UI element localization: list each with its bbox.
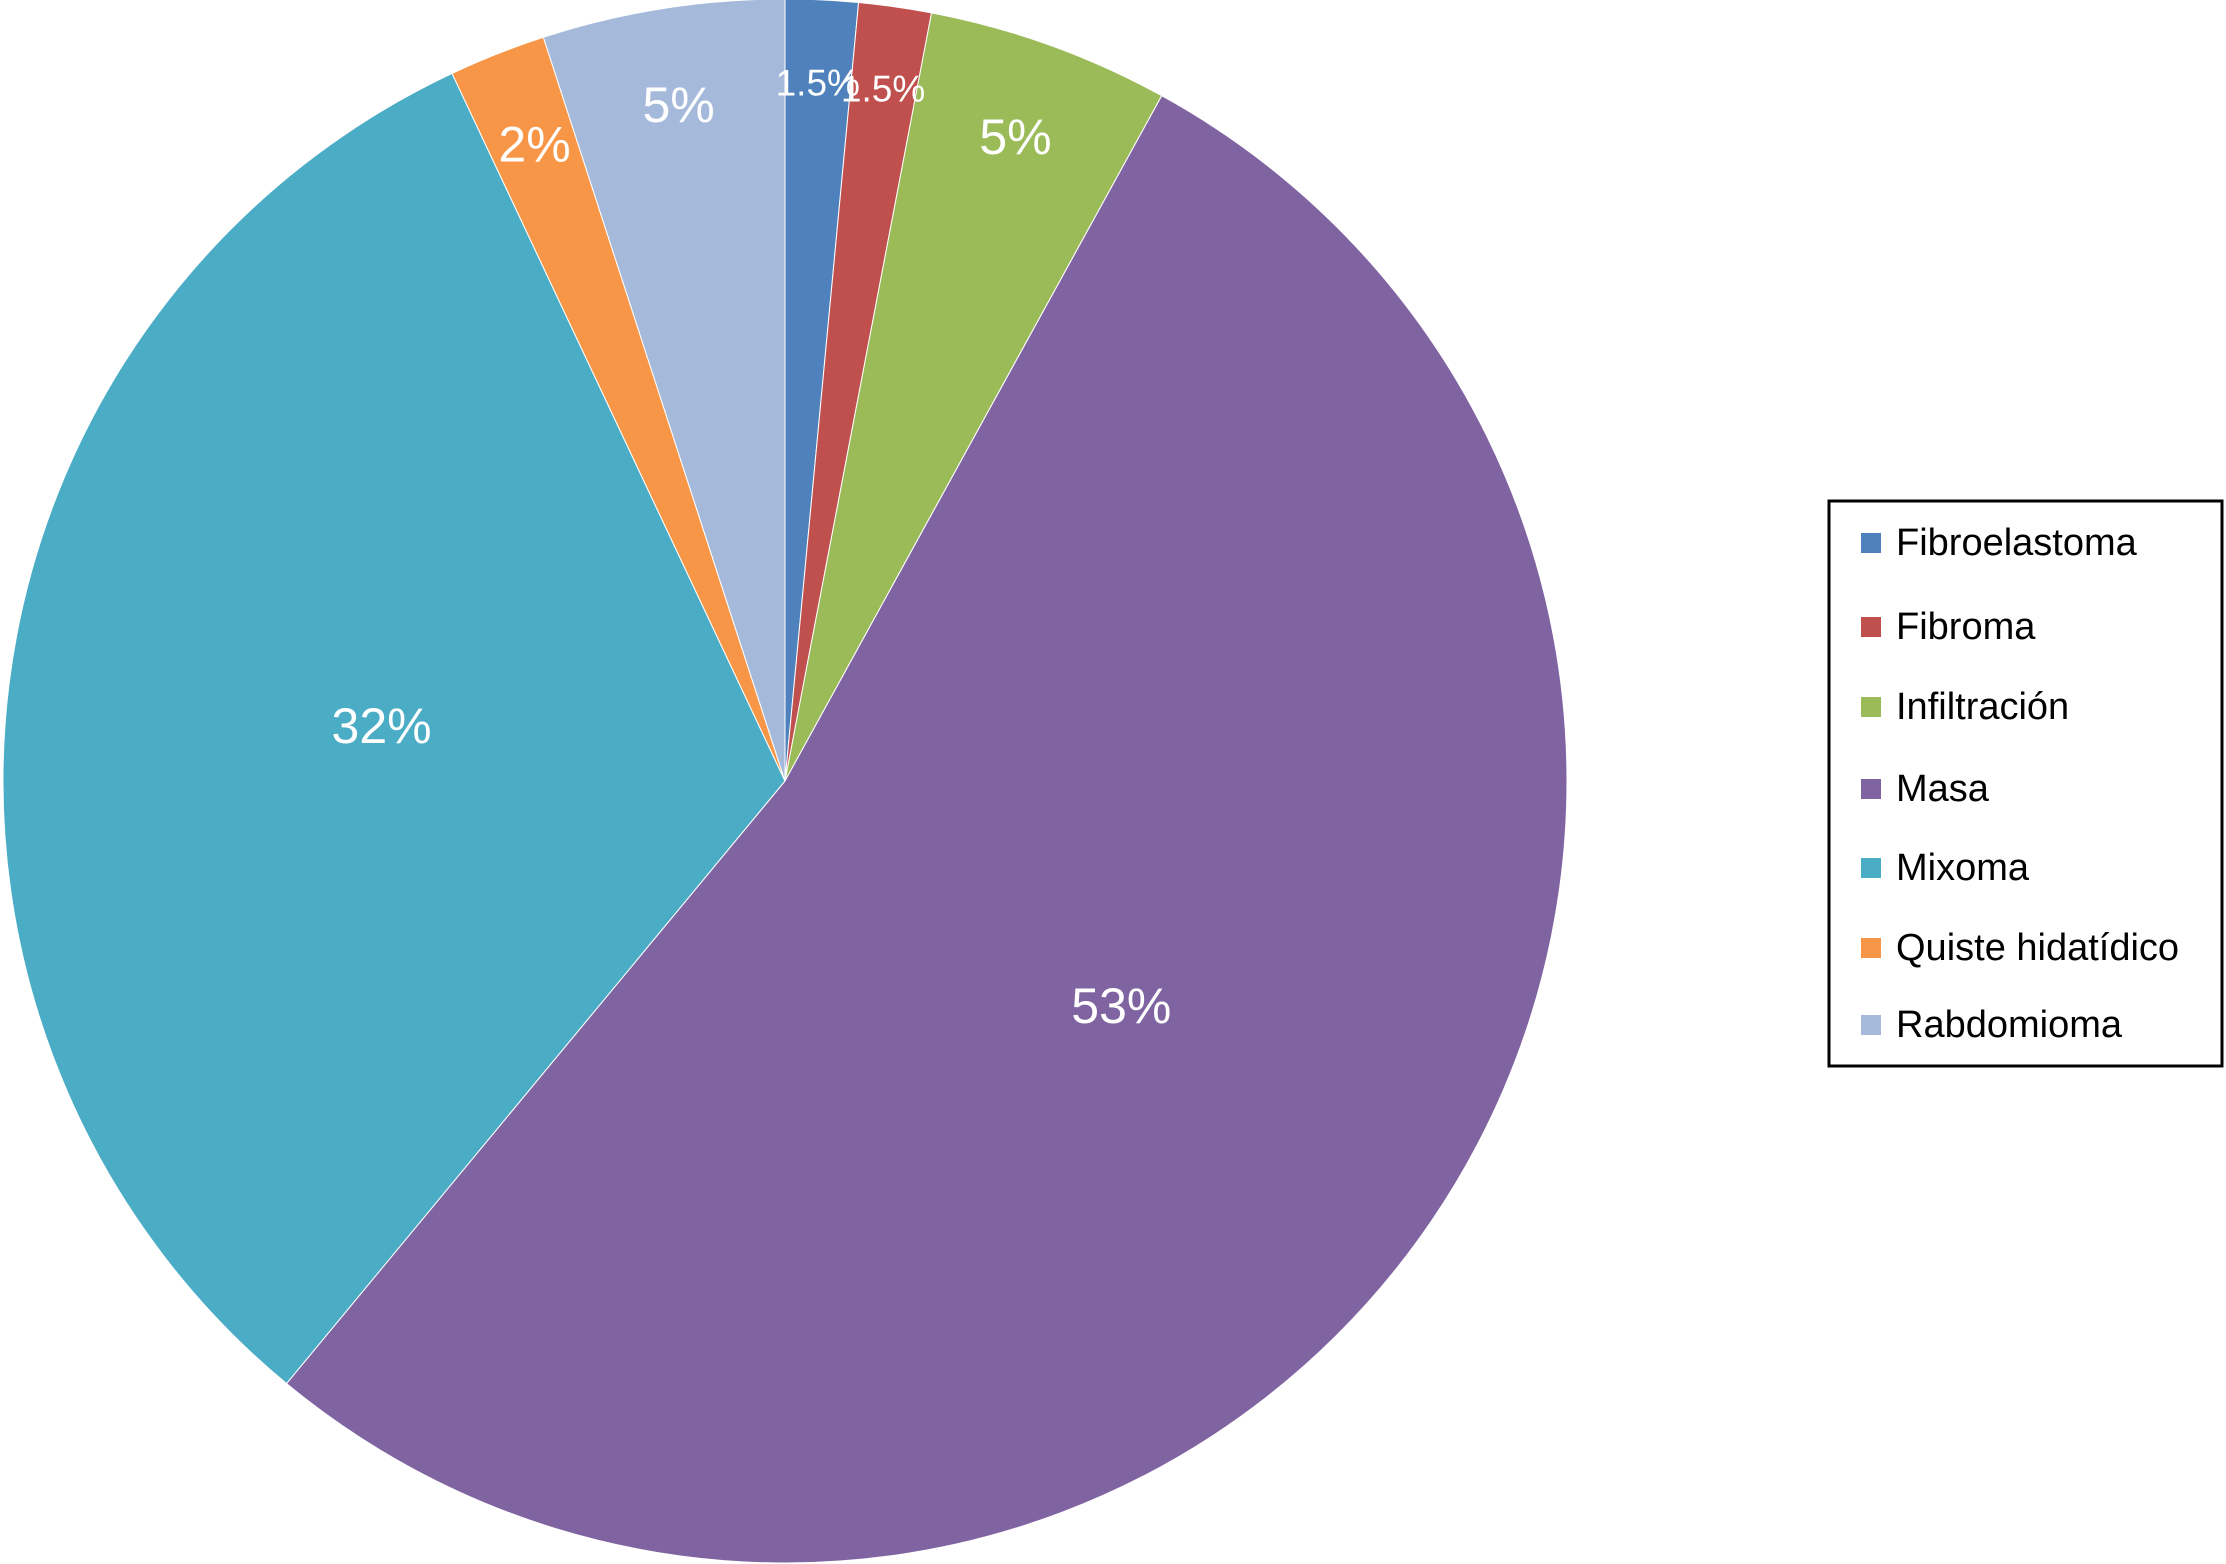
data-label-infiltracion: 5% — [979, 109, 1051, 165]
pie-slice-infiltracion — [784, 12, 1163, 782]
pie-slice-mixoma — [2, 72, 786, 1385]
legend-swatch-mixoma — [1861, 858, 1881, 878]
legend-label-infiltracion: Infiltración — [1896, 686, 2069, 728]
legend-label-rabdomioma: Rabdomioma — [1896, 1004, 2123, 1046]
legend-swatch-rabdomioma — [1861, 1015, 1881, 1035]
legend-swatch-quiste-hidatidico — [1861, 938, 1881, 958]
data-label-masa: 53% — [1071, 978, 1171, 1034]
legend: Fibroelastoma Fibroma Infiltración Masa Mixo… — [1827, 499, 2224, 1068]
data-label-mixoma: 32% — [332, 698, 432, 754]
legend-swatch-fibroma — [1861, 617, 1881, 637]
legend-label-fibroma: Fibroma — [1896, 606, 2036, 648]
legend-label-mixoma: Mixoma — [1896, 847, 2030, 889]
legend-box — [1827, 499, 2224, 1068]
pie-data-labels: 1.5%1.5% 5% 53% 32% 2% 5% — [332, 63, 1172, 1034]
data-label-rabdomioma: 5% — [642, 77, 714, 133]
pie-slice-rabdomioma — [542, 0, 786, 782]
data-label-quiste-hidatidico: 2% — [498, 117, 570, 173]
legend-swatch-fibroelastoma — [1861, 533, 1881, 553]
pie-slice-masa — [285, 95, 1568, 1564]
legend-label-masa: Masa — [1896, 768, 1990, 810]
legend-label-quiste-hidatidico: Quiste hidatídico — [1896, 927, 2179, 969]
legend-swatch-infiltracion — [1861, 697, 1881, 717]
legend-swatch-masa — [1861, 779, 1881, 799]
legend-label-fibroelastoma: Fibroelastoma — [1896, 522, 2138, 564]
data-label-fibroelastoma: 1.5% — [776, 63, 860, 104]
pie-slices — [2, 0, 1568, 1564]
data-label-fibroma: 1.5% — [841, 69, 925, 110]
